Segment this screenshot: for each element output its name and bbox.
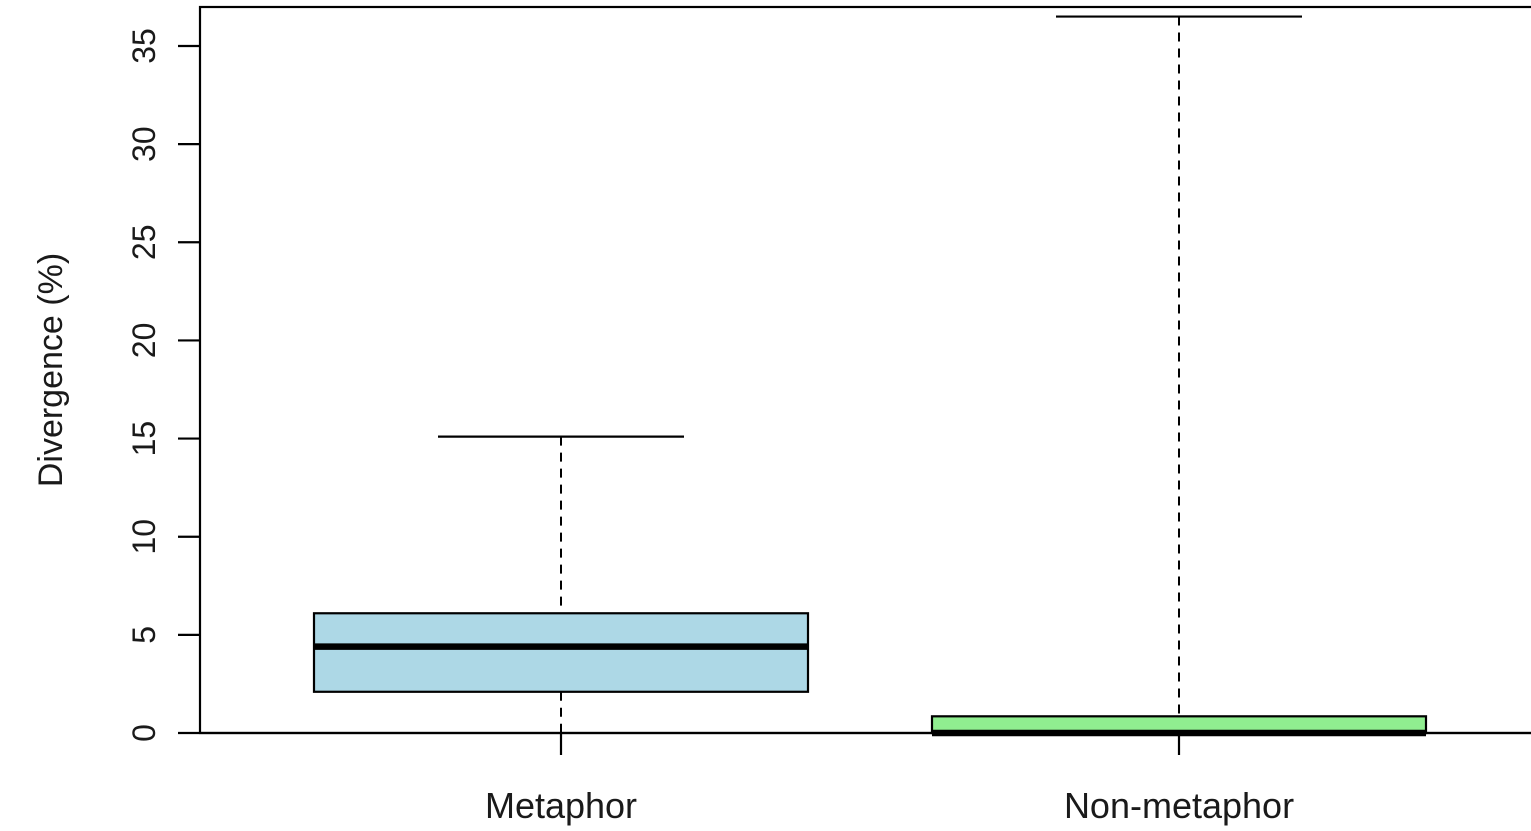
box-group-non-metaphor — [930, 15, 1428, 737]
y-tick-label: 25 — [126, 224, 162, 260]
box-group-metaphor — [312, 435, 810, 733]
x-tick-label: Metaphor — [485, 785, 637, 826]
y-tick-label: 30 — [126, 126, 162, 162]
y-tick-label: 10 — [126, 519, 162, 555]
y-tick-label: 20 — [126, 323, 162, 359]
y-axis-label: Divergence (%) — [32, 253, 70, 487]
box — [312, 612, 810, 693]
y-tick-label: 0 — [126, 724, 162, 742]
y-tick-label: 5 — [126, 626, 162, 644]
y-tick-label: 15 — [126, 421, 162, 457]
x-tick-label: Non-metaphor — [1064, 785, 1294, 826]
y-tick-label: 35 — [126, 28, 162, 64]
